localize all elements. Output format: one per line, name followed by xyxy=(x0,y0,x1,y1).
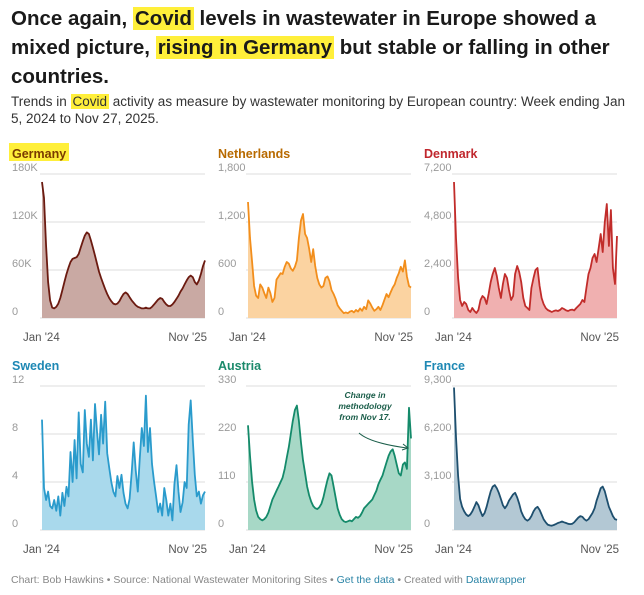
x-tick-label: Nov '25 xyxy=(374,332,413,344)
headline-mid: levels in wastewater in Europe showed a … xyxy=(11,7,597,59)
annotation-text: from Nov 17. xyxy=(339,412,391,422)
subtitle-post: activity as measure by wastewater monito… xyxy=(11,94,626,126)
y-tick-label: 9,300 xyxy=(424,374,452,386)
x-tick-label: Nov '25 xyxy=(168,544,207,556)
panel-title: Sweden xyxy=(12,359,59,373)
panel-title: Denmark xyxy=(424,147,478,161)
x-tick-label: Jan '24 xyxy=(23,332,60,344)
headline-highlight-germany: rising in Germany xyxy=(155,36,334,59)
footer-separator: • xyxy=(327,574,337,586)
series-line xyxy=(41,394,206,522)
x-tick-label: Jan '24 xyxy=(435,544,472,556)
y-tick-label: 4 xyxy=(12,470,18,482)
series-area xyxy=(42,182,205,318)
y-tick-label: 60K xyxy=(12,258,32,270)
y-tick-label: 110 xyxy=(218,470,236,482)
chart-panel-sweden: Sweden 0 4 8 12 Jan '24 Nov '25 xyxy=(12,359,207,556)
series-line xyxy=(247,201,412,315)
series-line xyxy=(247,404,412,523)
y-tick-label: 12 xyxy=(12,374,24,386)
y-tick-label: 8 xyxy=(12,422,18,434)
x-tick-label: Jan '24 xyxy=(229,544,266,556)
y-tick-label: 0 xyxy=(424,306,430,318)
footer-source: Source: National Wastewater Monitoring S… xyxy=(113,574,328,586)
annotation-text: Change in xyxy=(344,390,385,400)
panel-title: France xyxy=(424,359,465,373)
series-line xyxy=(453,387,618,527)
x-tick-label: Nov '25 xyxy=(374,544,413,556)
y-tick-label: 2,400 xyxy=(424,258,452,270)
chart-footer: Chart: Bob Hawkins • Source: National Wa… xyxy=(11,574,526,586)
subtitle-pre: Trends in xyxy=(11,94,71,109)
panel-title-highlight xyxy=(9,143,69,161)
y-tick-label: 600 xyxy=(218,258,236,270)
headline-post: but stable or falling in other countries… xyxy=(11,36,610,88)
chart-panel-france: France 0 3,100 6,200 9,300 Jan '24 Nov '25 xyxy=(424,359,619,556)
x-tick-label: Jan '24 xyxy=(229,332,266,344)
series-line xyxy=(453,181,618,314)
footer-separator: • xyxy=(103,574,114,586)
headline-pre: Once again, xyxy=(11,7,133,30)
y-tick-label: 7,200 xyxy=(424,162,452,174)
x-tick-label: Nov '25 xyxy=(168,332,207,344)
annotation-text: methodology xyxy=(338,401,393,411)
datawrapper-link[interactable]: Datawrapper xyxy=(465,574,526,586)
x-tick-label: Nov '25 xyxy=(580,332,619,344)
footer-created: Created with xyxy=(403,574,463,586)
panel-title: Germany xyxy=(12,147,66,161)
panel-title: Netherlands xyxy=(218,147,290,161)
y-tick-label: 0 xyxy=(424,518,430,530)
y-tick-label: 330 xyxy=(218,374,236,386)
y-tick-label: 180K xyxy=(12,162,38,174)
subtitle-highlight-covid: Covid xyxy=(70,94,110,109)
y-tick-label: 1,200 xyxy=(218,210,246,222)
y-tick-label: 6,200 xyxy=(424,422,452,434)
x-tick-label: Jan '24 xyxy=(23,544,60,556)
footer-separator: • xyxy=(394,574,404,586)
headline-highlight-covid: Covid xyxy=(132,7,194,30)
y-tick-label: 120K xyxy=(12,210,38,222)
series-area xyxy=(248,405,411,530)
series-line xyxy=(41,181,206,310)
chart-headline: Once again, Covid levels in wastewater i… xyxy=(11,4,621,91)
chart-panel-germany: Germany 0 60K 120K 180K Jan '24 Nov '25 xyxy=(9,143,207,344)
y-tick-label: 0 xyxy=(218,518,224,530)
annotation-arrowhead xyxy=(401,443,410,451)
series-area xyxy=(248,202,411,318)
get-the-data-link[interactable]: Get the data xyxy=(336,574,395,586)
chart-panel-denmark: Denmark 0 2,400 4,800 7,200 Jan '24 Nov '25 xyxy=(424,147,619,344)
x-tick-label: Nov '25 xyxy=(580,544,619,556)
y-tick-label: 1,800 xyxy=(218,162,246,174)
series-area xyxy=(454,182,617,318)
panel-title: Austria xyxy=(218,359,262,373)
y-tick-label: 0 xyxy=(12,518,18,530)
y-tick-label: 0 xyxy=(12,306,18,318)
chart-subtitle: Trends in Covid activity as measure by w… xyxy=(11,93,626,127)
x-tick-label: Jan '24 xyxy=(435,332,472,344)
footer-credit: Chart: Bob Hawkins xyxy=(11,574,104,586)
y-tick-label: 0 xyxy=(218,306,224,318)
chart-panel-austria: Austria 0 110 220 330 Jan '24 Nov '25 Change in… xyxy=(218,359,413,556)
y-tick-label: 3,100 xyxy=(424,470,452,482)
series-area xyxy=(454,387,617,530)
y-tick-label: 220 xyxy=(218,422,236,434)
y-tick-label: 4,800 xyxy=(424,210,452,222)
chart-panel-netherlands: Netherlands 0 600 1,200 1,800 Jan '24 Nov '25 xyxy=(218,147,413,344)
annotation-arrow xyxy=(358,432,408,449)
